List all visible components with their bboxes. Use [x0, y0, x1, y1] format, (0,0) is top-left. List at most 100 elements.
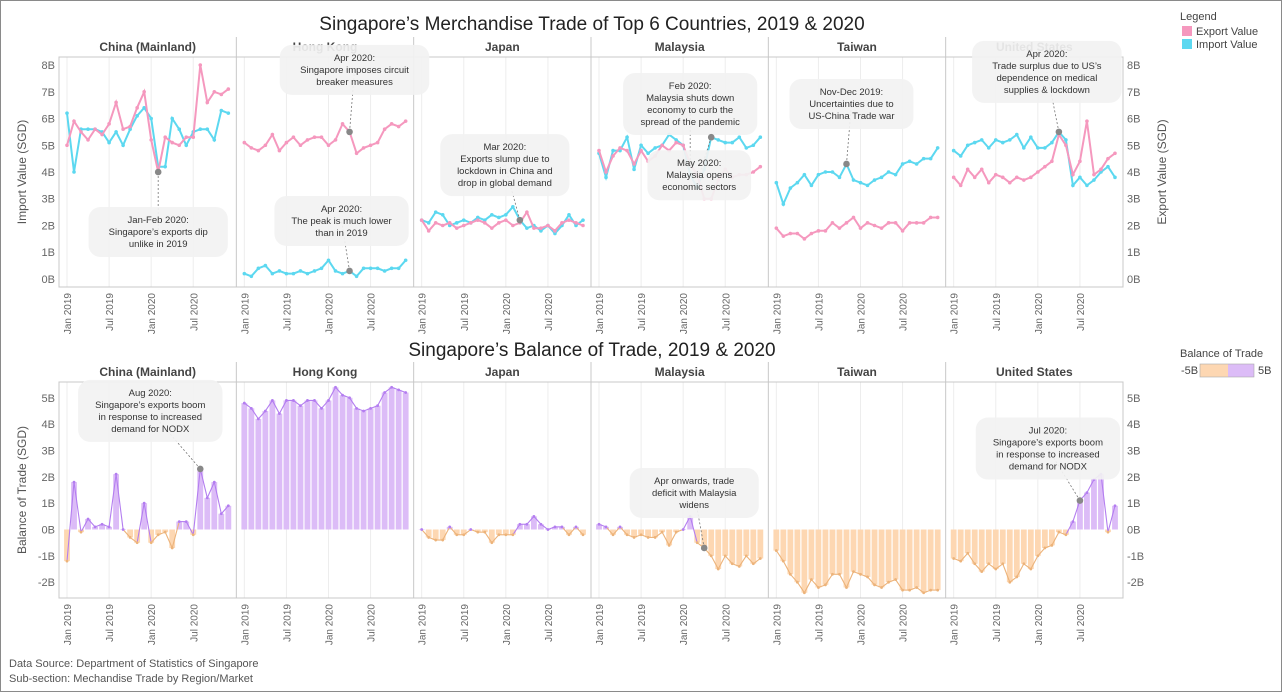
balance-point: [880, 586, 883, 589]
balance-line-segment: [199, 468, 208, 499]
export-point: [546, 223, 550, 228]
balance-point: [100, 522, 104, 526]
balance-bar: [864, 529, 871, 577]
top-annotation-6-text: economic sectors: [662, 182, 736, 193]
import-point: [539, 229, 543, 233]
bottom-x-tick-label: Jan 2019: [950, 604, 961, 646]
bottom-x-tick-label: Jul 2019: [992, 604, 1003, 642]
balance-line-segment: [449, 526, 458, 536]
legend-title: Legend: [1180, 11, 1217, 23]
balance-line-segment: [421, 529, 430, 538]
top-x-tick-label: Jul 2020: [367, 293, 378, 331]
import-point: [653, 146, 657, 150]
balance-bar: [580, 529, 586, 535]
balance-bar: [596, 524, 602, 530]
import-point: [781, 202, 786, 206]
export-point: [758, 164, 763, 169]
balance-point: [404, 391, 408, 394]
top-y-tick-label: 2B: [42, 220, 55, 232]
balance-bar: [971, 529, 978, 564]
balance-bar: [388, 387, 395, 530]
balance-point: [226, 504, 230, 508]
legend-export-label[interactable]: Export Value: [1196, 26, 1258, 38]
export-point: [597, 148, 601, 153]
import-point: [851, 178, 856, 182]
balance-bar: [509, 529, 516, 535]
balance-point: [774, 549, 778, 552]
balance-legend-max-label: 5B: [1258, 365, 1271, 377]
balance-line-segment: [981, 563, 990, 573]
top-annotation-7-text: Uncertainties due to: [809, 99, 894, 110]
balance-line-segment: [1072, 500, 1081, 522]
balance-point: [936, 588, 940, 592]
balance-line-segment: [612, 526, 621, 536]
bottom-y-tick-label: -2B: [38, 577, 55, 589]
balance-line-segment: [561, 526, 570, 536]
balance-point: [1071, 520, 1075, 524]
bottom-x-tick-label: Jan 2020: [1034, 604, 1045, 646]
balance-line-segment: [442, 526, 451, 541]
balance-line-segment: [838, 574, 847, 588]
bottom-x-tick-label: Jul 2020: [189, 604, 200, 642]
balance-point: [156, 533, 160, 537]
bottom-x-tick-label: Jan 2020: [857, 604, 868, 646]
balance-bar: [353, 408, 360, 530]
top-annotation-2-text: breaker measures: [316, 77, 393, 88]
balance-point: [852, 570, 855, 574]
top-x-tick-label: Jul 2020: [1076, 293, 1087, 331]
balance-line-segment: [689, 516, 698, 543]
balance-line-segment: [540, 523, 549, 530]
export-point: [447, 221, 452, 225]
balance-point: [170, 546, 174, 550]
balance-legend-negative-swatch: [1200, 364, 1228, 377]
legend-import-label[interactable]: Import Value: [1196, 39, 1258, 51]
top-annotation-1-text: Jan-Feb 2020:: [128, 215, 189, 226]
balance-bar: [815, 529, 822, 588]
top-y-tick-label: 4B: [42, 167, 55, 179]
balance-bar: [985, 529, 992, 564]
balance-point: [845, 586, 848, 589]
export-point: [433, 221, 438, 225]
balance-point: [93, 525, 97, 529]
legend[interactable]: Legend Export Value Import Value: [1180, 11, 1258, 51]
balance-line-segment: [717, 555, 726, 570]
bottom-annotation-2-text: widens: [678, 500, 709, 511]
balance-bar: [708, 529, 715, 556]
balance-point: [560, 525, 564, 529]
export-point: [921, 221, 926, 225]
balance-line-segment: [73, 482, 82, 533]
balance-bar: [1006, 529, 1013, 583]
balance-line-segment: [1037, 547, 1046, 557]
balance-bar: [169, 529, 176, 548]
balance-point: [441, 538, 445, 542]
balance-line-segment: [654, 531, 663, 538]
export-point: [100, 132, 104, 137]
import-point: [716, 138, 721, 142]
import-point: [758, 135, 763, 140]
top-chart: China (Mainland) Jan 2019 Jul 2019 Jan 2020…: [15, 37, 1169, 334]
export-point: [86, 138, 90, 142]
import-point: [382, 269, 387, 273]
balance-point: [618, 525, 622, 529]
balance-line-segment: [136, 503, 145, 543]
balance-legend[interactable]: Balance of Trade -5B 5B: [1180, 348, 1271, 378]
balance-point: [355, 406, 358, 410]
export-point: [305, 138, 310, 142]
balance-bar: [1041, 529, 1048, 548]
export-point: [972, 175, 977, 180]
balance-point: [639, 533, 643, 537]
balance-point: [723, 554, 727, 558]
balance-point: [922, 591, 926, 595]
bottom-panel-title-hong-kong: Hong Kong: [293, 365, 358, 379]
top-annotation-8-text: Trade surplus due to US’s: [992, 61, 1102, 72]
balance-bar: [530, 516, 537, 530]
balance-point: [987, 562, 991, 566]
balance-bar: [850, 529, 857, 572]
balance-line-segment: [575, 526, 584, 536]
balance-point: [730, 562, 734, 566]
import-point: [879, 175, 884, 180]
balance-line-segment: [185, 521, 194, 536]
top-annotation-4-text: lockdown in China and: [457, 166, 553, 177]
top-panel-title-japan: Japan: [485, 40, 520, 54]
